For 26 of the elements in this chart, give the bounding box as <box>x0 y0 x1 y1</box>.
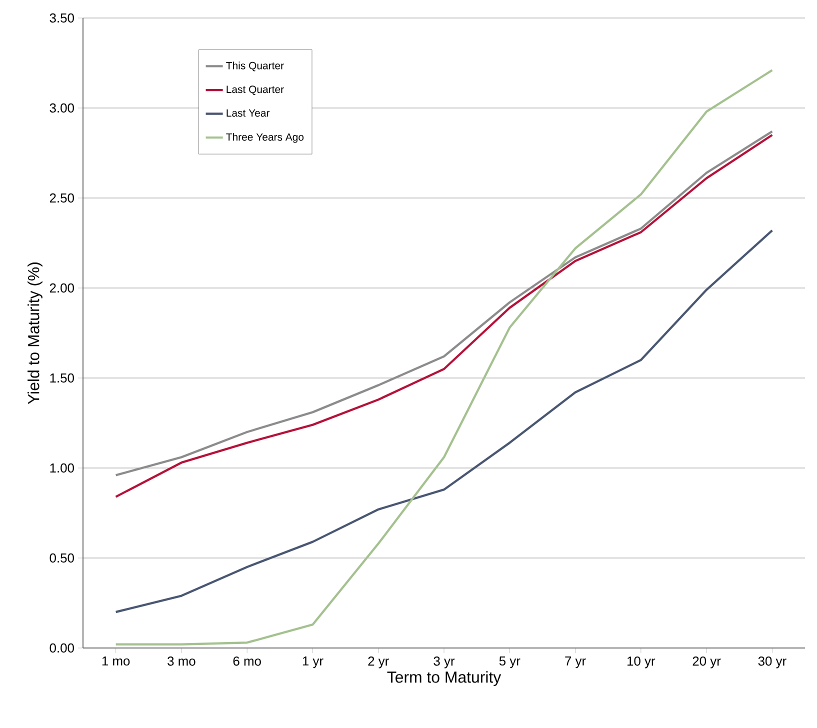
x-tick-label: 6 mo <box>233 656 261 666</box>
x-tick-label: 1 mo <box>102 656 130 666</box>
legend-label: Three Years Ago <box>226 133 304 143</box>
x-tick-label: 30 yr <box>758 656 786 668</box>
y-tick-label: 2.00 <box>50 283 74 293</box>
x-tick-label: 5 yr <box>499 656 520 668</box>
x-tick-label: 20 yr <box>692 656 721 668</box>
y-tick-label: 3.50 <box>50 13 74 23</box>
y-tick-label: 1.50 <box>50 373 74 383</box>
y-tick-label: 1.00 <box>50 463 74 473</box>
x-tick-label: 2 yr <box>368 656 389 668</box>
y-tick-label: 3.00 <box>50 103 74 113</box>
x-tick-label: 3 mo <box>168 656 196 666</box>
y-tick-label: 0.50 <box>50 553 74 563</box>
legend-label: Last Year <box>226 109 270 117</box>
y-axis-title: Yield to Maturity (%) <box>28 262 42 404</box>
line-series <box>114 229 774 614</box>
y-tick-label: 2.50 <box>50 193 74 203</box>
y-tick-label: 0.00 <box>50 643 74 653</box>
x-tick-label: 7 yr <box>565 656 586 668</box>
x-tick-label: 10 yr <box>628 656 656 668</box>
legend-label: This Quarter <box>226 62 284 72</box>
x-tick-label: 1 yr <box>302 656 324 668</box>
x-tick-label: 3 yr <box>434 656 455 668</box>
legend-label: Last Quarter <box>226 86 284 95</box>
x-axis-title: Term to Maturity <box>387 671 502 686</box>
